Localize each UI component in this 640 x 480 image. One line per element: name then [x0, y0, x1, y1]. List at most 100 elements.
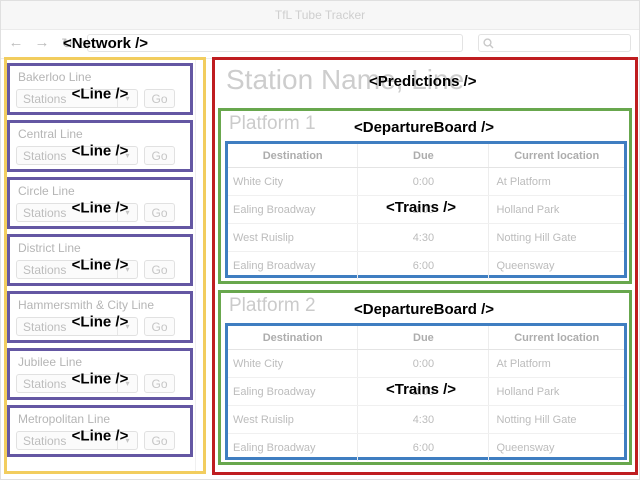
- cell-location: Holland Park: [488, 195, 624, 224]
- network-component: Bakerloo Line Stations ▾ Go <Line /> Cen…: [4, 57, 206, 474]
- table-header-row: Destination Due Current location: [228, 144, 624, 168]
- cell-due: 4:30: [357, 223, 490, 252]
- back-icon[interactable]: ←: [8, 34, 24, 51]
- cell-due: 0:00: [357, 349, 490, 378]
- stations-dropdown[interactable]: Stations ▾: [16, 146, 138, 165]
- annotation-line: <Line />: [71, 427, 129, 445]
- train-row: Ealing Broadway 6:00 Queensway: [228, 251, 624, 279]
- cell-due: 4:30: [357, 405, 490, 434]
- annotation-line: <Line />: [71, 142, 129, 160]
- train-row: White City 0:00 At Platform: [228, 167, 624, 196]
- stations-dropdown-label: Stations: [23, 376, 67, 391]
- stations-dropdown-label: Stations: [23, 433, 67, 448]
- stations-dropdown-label: Stations: [23, 148, 67, 163]
- cell-due: 6:00: [357, 433, 490, 461]
- cell-due: 2:00: [357, 377, 490, 406]
- cell-destination: West Ruislip: [228, 405, 359, 434]
- train-row: West Ruislip 4:30 Notting Hill Gate: [228, 405, 624, 434]
- cell-destination: White City: [228, 349, 359, 378]
- chevron-down-icon: ▾: [117, 318, 137, 335]
- cell-destination: Ealing Broadway: [228, 433, 359, 461]
- cell-destination: Ealing Broadway: [228, 377, 359, 406]
- annotation-network: <Network />: [63, 35, 149, 52]
- platform-title: Platform 2: [229, 295, 316, 316]
- refresh-icon[interactable]: ↻: [58, 33, 76, 53]
- cell-destination: Ealing Broadway: [228, 251, 359, 279]
- annotation-trains: <Trains />: [386, 381, 457, 398]
- go-button[interactable]: Go: [144, 317, 175, 336]
- stations-dropdown-label: Stations: [23, 319, 67, 334]
- window-titlebar: TfL Tube Tracker: [1, 1, 639, 30]
- annotation-departure-board: <DepartureBoard />: [354, 301, 495, 318]
- predictions-component: Station Name, Line <Predictions /> Platf…: [212, 57, 638, 475]
- annotation-line: <Line />: [71, 199, 129, 217]
- stations-dropdown-label: Stations: [23, 91, 67, 106]
- cell-location: At Platform: [488, 167, 624, 196]
- chevron-down-icon: ▾: [117, 90, 137, 107]
- go-button[interactable]: Go: [144, 374, 175, 393]
- annotation-line: <Line />: [71, 85, 129, 103]
- line-component-bakerloo: Bakerloo Line Stations ▾ Go <Line />: [7, 63, 193, 115]
- go-button[interactable]: Go: [144, 89, 175, 108]
- search-icon: [483, 38, 494, 49]
- train-row: White City 0:00 At Platform: [228, 349, 624, 378]
- departures-table: Destination Due Current location White C…: [228, 326, 624, 461]
- line-component-circle: Circle Line Stations ▾ Go <Line />: [7, 177, 193, 229]
- cell-destination: West Ruislip: [228, 223, 359, 252]
- cell-location: At Platform: [488, 349, 624, 378]
- forward-icon[interactable]: →: [34, 34, 50, 51]
- cell-due: 0:00: [357, 167, 490, 196]
- chevron-down-icon: ▾: [117, 204, 137, 221]
- train-row: Ealing Broadway 2:00 Holland Park: [228, 377, 624, 406]
- line-component-metropolitan: Metropolitan Line Stations ▾ Go <Line />: [7, 405, 193, 457]
- go-button[interactable]: Go: [144, 431, 175, 450]
- line-name: Circle Line: [18, 184, 75, 198]
- line-name: Jubilee Line: [18, 355, 83, 369]
- window-title: TfL Tube Tracker: [274, 8, 366, 22]
- train-row: West Ruislip 4:30 Notting Hill Gate: [228, 223, 624, 252]
- line-name: Central Line: [18, 127, 83, 141]
- home-icon[interactable]: ⌂: [75, 33, 93, 53]
- stations-dropdown[interactable]: Stations ▾: [16, 89, 138, 108]
- departures-table: Destination Due Current location White C…: [228, 144, 624, 279]
- stations-dropdown[interactable]: Stations ▾: [16, 317, 138, 336]
- line-name: Bakerloo Line: [18, 70, 92, 84]
- chevron-down-icon: ▾: [117, 261, 137, 278]
- go-button[interactable]: Go: [144, 260, 175, 279]
- annotation-line: <Line />: [71, 313, 129, 331]
- address-bar[interactable]: [87, 34, 463, 52]
- platform-title: Platform 1: [229, 113, 316, 134]
- line-component-central: Central Line Stations ▾ Go <Line />: [7, 120, 193, 172]
- cell-location: Holland Park: [488, 377, 624, 406]
- departure-board-platform-1: Platform 1 <DepartureBoard /> Destinatio…: [218, 108, 632, 284]
- col-current-location: Current location: [488, 144, 624, 168]
- stations-dropdown[interactable]: Stations ▾: [16, 431, 138, 450]
- search-input[interactable]: [497, 35, 631, 53]
- col-destination: Destination: [228, 144, 359, 168]
- stations-dropdown[interactable]: Stations ▾: [16, 203, 138, 222]
- stations-dropdown[interactable]: Stations ▾: [16, 260, 138, 279]
- line-component-hammersmith-city: Hammersmith & City Line Stations ▾ Go <L…: [7, 291, 193, 343]
- cell-destination: White City: [228, 167, 359, 196]
- annotation-trains: <Trains />: [386, 199, 457, 216]
- go-button[interactable]: Go: [144, 203, 175, 222]
- col-due: Due: [357, 326, 490, 350]
- trains-component: Destination Due Current location White C…: [225, 141, 627, 279]
- train-row: Ealing Broadway 2:00 Holland Park: [228, 195, 624, 224]
- line-name: District Line: [18, 241, 81, 255]
- col-destination: Destination: [228, 326, 359, 350]
- cell-due: 2:00: [357, 195, 490, 224]
- annotation-line: <Line />: [71, 370, 129, 388]
- stations-dropdown[interactable]: Stations ▾: [16, 374, 138, 393]
- chevron-down-icon: ▾: [117, 147, 137, 164]
- train-row: Ealing Broadway 6:00 Queensway: [228, 433, 624, 461]
- departure-board-platform-2: Platform 2 <DepartureBoard /> Destinatio…: [218, 290, 632, 465]
- go-button[interactable]: Go: [144, 146, 175, 165]
- cell-location: Notting Hill Gate: [488, 223, 624, 252]
- annotation-predictions: <Predictions />: [369, 73, 477, 90]
- col-due: Due: [357, 144, 490, 168]
- line-name: Hammersmith & City Line: [18, 298, 155, 312]
- chevron-down-icon: ▾: [117, 432, 137, 449]
- annotation-departure-board: <DepartureBoard />: [354, 119, 495, 136]
